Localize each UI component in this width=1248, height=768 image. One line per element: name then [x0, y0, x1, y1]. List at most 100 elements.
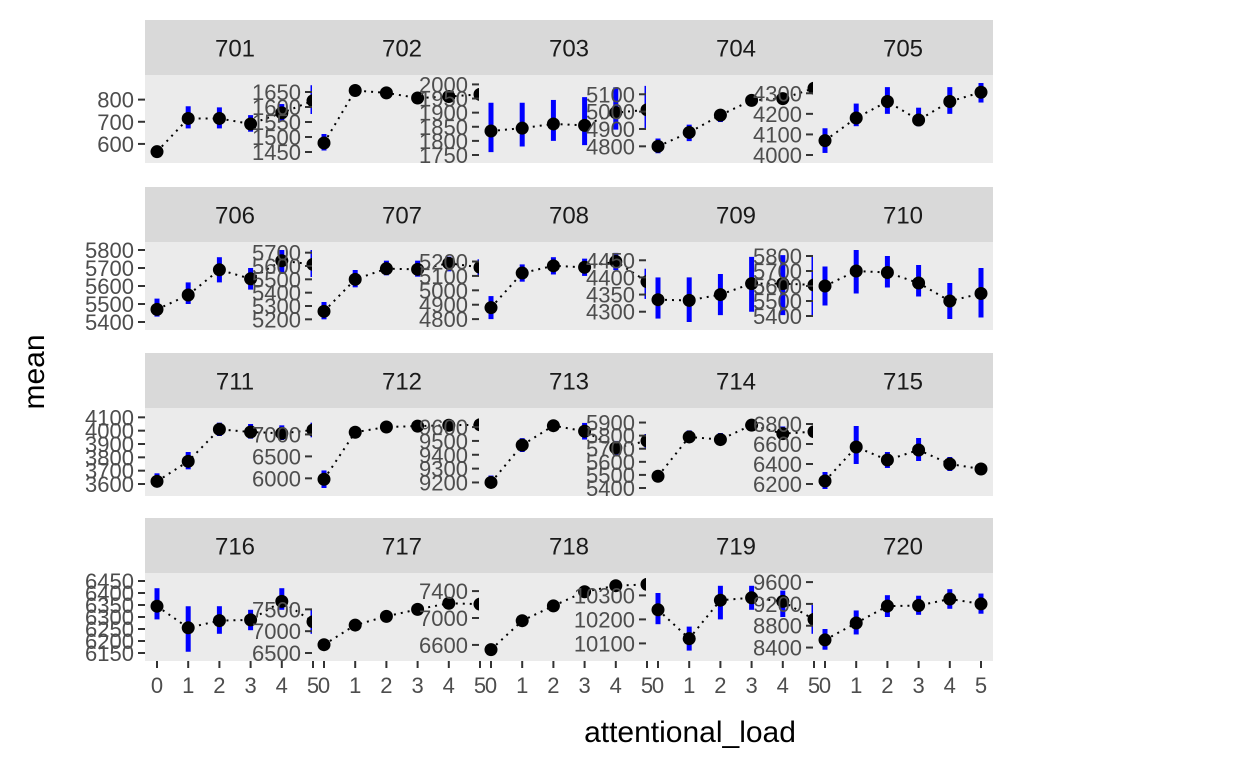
mean-point — [818, 134, 832, 148]
mean-point — [181, 111, 195, 125]
facet-strip-label: 718 — [549, 534, 589, 561]
facet-strip-label: 716 — [215, 534, 255, 561]
y-tick-label: 6150 — [85, 641, 134, 666]
mean-point — [609, 255, 623, 269]
y-tick-label: 5600 — [753, 274, 802, 299]
y-tick-label: 2000 — [419, 72, 468, 97]
mean-point — [849, 616, 863, 630]
y-tick-label: 4000 — [85, 419, 134, 444]
mean-point — [849, 111, 863, 125]
facet-strip — [145, 353, 325, 408]
y-tick-label: 6200 — [85, 629, 134, 654]
mean-point — [484, 124, 498, 138]
mean-point — [411, 419, 425, 433]
y-tick-label: 5200 — [419, 250, 468, 275]
x-tick-label: 3 — [411, 673, 423, 698]
facet-strip — [145, 187, 325, 242]
y-tick-label: 6350 — [85, 593, 134, 618]
y-tick-label: 5700 — [753, 259, 802, 284]
y-tick-label: 600 — [97, 132, 134, 157]
mean-point — [974, 462, 988, 476]
x-tick-label: 5 — [641, 673, 653, 698]
facet-strip — [312, 20, 492, 75]
y-tick-label: 5800 — [586, 424, 635, 449]
x-tick-label: 1 — [516, 673, 528, 698]
y-tick-label: 4200 — [753, 102, 802, 127]
mean-point — [880, 453, 894, 467]
mean-point — [546, 259, 560, 273]
y-tick-label: 4450 — [586, 248, 635, 273]
facet-strip — [813, 20, 993, 75]
y-tick-label: 3800 — [85, 445, 134, 470]
mean-point — [745, 418, 759, 432]
x-tick-label: 2 — [213, 673, 225, 698]
mean-point — [212, 614, 226, 628]
mean-point — [713, 593, 727, 607]
y-tick-label: 1750 — [419, 143, 468, 168]
y-tick-label: 5600 — [586, 450, 635, 475]
facet-strip-label: 713 — [549, 369, 589, 396]
mean-point — [776, 427, 790, 441]
x-tick-label: 1 — [182, 673, 194, 698]
mean-point — [974, 85, 988, 99]
y-tick-label: 6300 — [85, 605, 134, 630]
y-tick-label: 10100 — [574, 631, 635, 656]
facet-plot-area — [479, 408, 659, 496]
y-tick-label: 5100 — [586, 82, 635, 107]
facet-strip-label: 719 — [716, 534, 756, 561]
mean-point — [515, 438, 529, 452]
mean-point — [379, 262, 393, 276]
mean-point — [713, 108, 727, 122]
y-tick-label: 7000 — [252, 422, 301, 447]
facet-strip-label: 717 — [382, 534, 422, 561]
mean-point — [275, 254, 289, 268]
mean-point — [943, 95, 957, 109]
mean-point — [776, 92, 790, 106]
y-tick-label: 5900 — [586, 411, 635, 436]
mean-point — [849, 264, 863, 278]
mean-point — [682, 632, 696, 646]
y-tick-label: 3600 — [85, 472, 134, 497]
mean-point — [974, 287, 988, 300]
x-tick-label: 2 — [380, 673, 392, 698]
facet-plot-area — [145, 242, 325, 330]
mean-point — [348, 272, 362, 286]
mean-point — [745, 93, 759, 107]
facet-plot-area — [646, 573, 826, 661]
facet-plot-area — [145, 75, 325, 163]
y-tick-label: 1600 — [252, 95, 301, 120]
mean-point — [275, 594, 289, 608]
facet-plot-area — [145, 408, 325, 496]
facet-strip-label: 714 — [716, 369, 756, 396]
mean-point — [181, 288, 195, 302]
mean-point — [974, 597, 988, 611]
mean-point — [181, 621, 195, 635]
y-tick-label: 8400 — [753, 636, 802, 661]
y-tick-label: 5000 — [586, 100, 635, 125]
facet-strip-label: 702 — [382, 36, 422, 63]
facet-strip — [312, 187, 492, 242]
y-tick-label: 1450 — [252, 140, 301, 165]
y-tick-label: 1900 — [419, 101, 468, 126]
mean-point — [713, 433, 727, 447]
mean-point — [275, 426, 289, 440]
y-tick-label: 9300 — [419, 457, 468, 482]
x-tick-label: 0 — [318, 673, 330, 698]
facet-strip-label: 707 — [382, 203, 422, 230]
mean-point — [745, 591, 759, 605]
x-tick-label: 4 — [777, 673, 789, 698]
facet-strip-label: 708 — [549, 203, 589, 230]
mean-line — [657, 424, 815, 477]
mean-point — [713, 288, 727, 302]
